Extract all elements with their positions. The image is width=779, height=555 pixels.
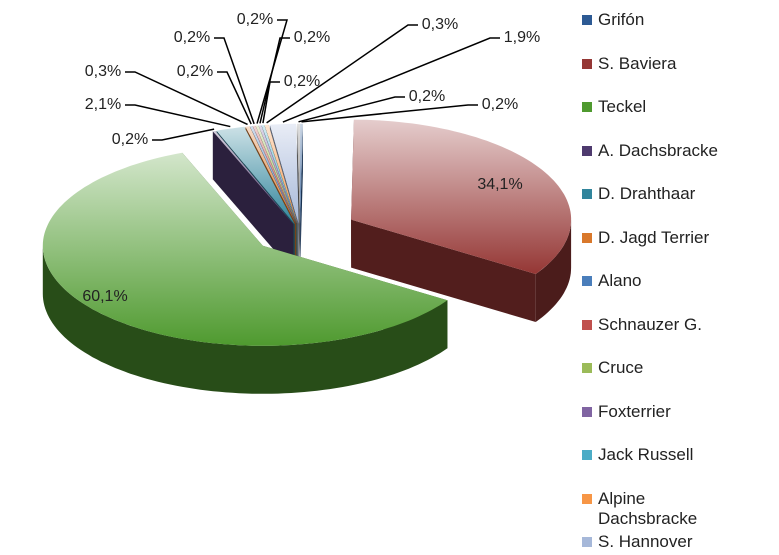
legend-swatch (582, 189, 592, 199)
legend-label: Jack Russell (598, 445, 694, 464)
legend-item: Schnauzer G. (582, 315, 748, 335)
legend-label: D. Jagd Terrier (598, 227, 710, 247)
data-label: 0,2% (284, 73, 320, 90)
leader-line (217, 71, 252, 125)
legend-label: S. Hannover (598, 532, 693, 551)
slice (245, 126, 296, 224)
chart: 0,2% 34,1% 60,1% 0,2% 2,1% 0,3% 0,2% 0,2% 0,2% 0,… (42, 11, 572, 394)
slice (258, 125, 297, 224)
legend-item: S. Hannover (582, 532, 748, 552)
slice (261, 125, 298, 224)
legend-swatch (582, 319, 592, 330)
legend-swatch (582, 276, 592, 286)
slice (351, 119, 572, 274)
legend-swatch (582, 58, 592, 69)
leader-line (301, 104, 478, 123)
data-label: 0,2% (482, 96, 518, 113)
leader-line (256, 19, 288, 124)
legend-swatch (582, 450, 592, 460)
leader-line (282, 37, 500, 123)
slice (252, 125, 297, 224)
slice (297, 123, 300, 224)
legend-item: Jack Russell (582, 445, 748, 465)
legend-swatch (582, 102, 592, 112)
slice (216, 126, 295, 225)
data-label: 1,9% (504, 29, 540, 46)
legend-swatch (582, 537, 592, 547)
data-label: 0,2% (409, 88, 445, 105)
legend-label: Foxterrier (598, 401, 671, 421)
legend: Grifón S. Baviera Teckel A. Dachsbracke D. D… (582, 10, 777, 555)
slice-wall (42, 245, 448, 394)
legend-swatch (582, 363, 592, 373)
leader-line (266, 24, 418, 124)
leader-line (259, 37, 290, 124)
legend-item: Cruce (582, 358, 748, 378)
legend-item: A. Dachsbracke (582, 141, 748, 161)
leader-line (298, 96, 405, 123)
legend-label: A. Dachsbracke (598, 140, 718, 160)
legend-label: Grifón (598, 10, 645, 29)
legend-item: Foxterrier (582, 402, 748, 422)
slice (264, 124, 298, 224)
leader-line (125, 71, 248, 126)
legend-item: Teckel (582, 97, 748, 117)
data-label: 60,1% (82, 288, 127, 305)
slice (300, 123, 303, 224)
slice (212, 130, 294, 225)
slice (255, 125, 297, 224)
data-label: 0,2% (294, 29, 330, 46)
slice-side (297, 123, 300, 272)
legend-item: Grifón (582, 10, 748, 30)
legend-label: Alpine Dachsbracke (598, 488, 698, 528)
leader-line (152, 128, 215, 141)
data-label: 0,2% (174, 29, 210, 46)
legend-label: Teckel (598, 97, 647, 116)
legend-swatch (582, 232, 592, 243)
legend-swatch (582, 406, 592, 417)
slice-wall (535, 219, 572, 322)
legend-item: D. Drahthaar (582, 184, 748, 204)
legend-item: D. Jagd Terrier (582, 228, 748, 248)
slice (249, 126, 297, 224)
slice-side (351, 219, 536, 322)
slice (42, 152, 448, 346)
data-label: 0,2% (237, 11, 273, 28)
data-label: 0,3% (422, 16, 458, 33)
slice-side (300, 123, 303, 272)
data-label: 0,3% (85, 63, 121, 80)
leader-line (214, 37, 255, 125)
legend-label: Alano (598, 271, 642, 290)
data-label: 0,2% (112, 131, 148, 148)
legend-swatch (582, 15, 592, 25)
legend-label: Cruce (598, 358, 644, 377)
legend-swatch (582, 145, 592, 156)
leader-line (262, 81, 280, 124)
legend-item: Alano (582, 271, 748, 291)
legend-item: S. Baviera (582, 54, 748, 74)
legend-label: D. Drahthaar (598, 184, 696, 203)
data-label: 0,2% (177, 63, 213, 80)
legend-label: S. Baviera (598, 53, 677, 73)
data-label: 2,1% (85, 96, 121, 113)
legend-label: Schnauzer G. (598, 314, 702, 334)
data-label: 34,1% (477, 176, 522, 193)
slice-side (215, 130, 294, 273)
slice (269, 123, 299, 224)
legend-item: Alpine Dachsbracke (582, 489, 748, 529)
leader-line (125, 104, 231, 128)
legend-swatch (582, 493, 592, 504)
